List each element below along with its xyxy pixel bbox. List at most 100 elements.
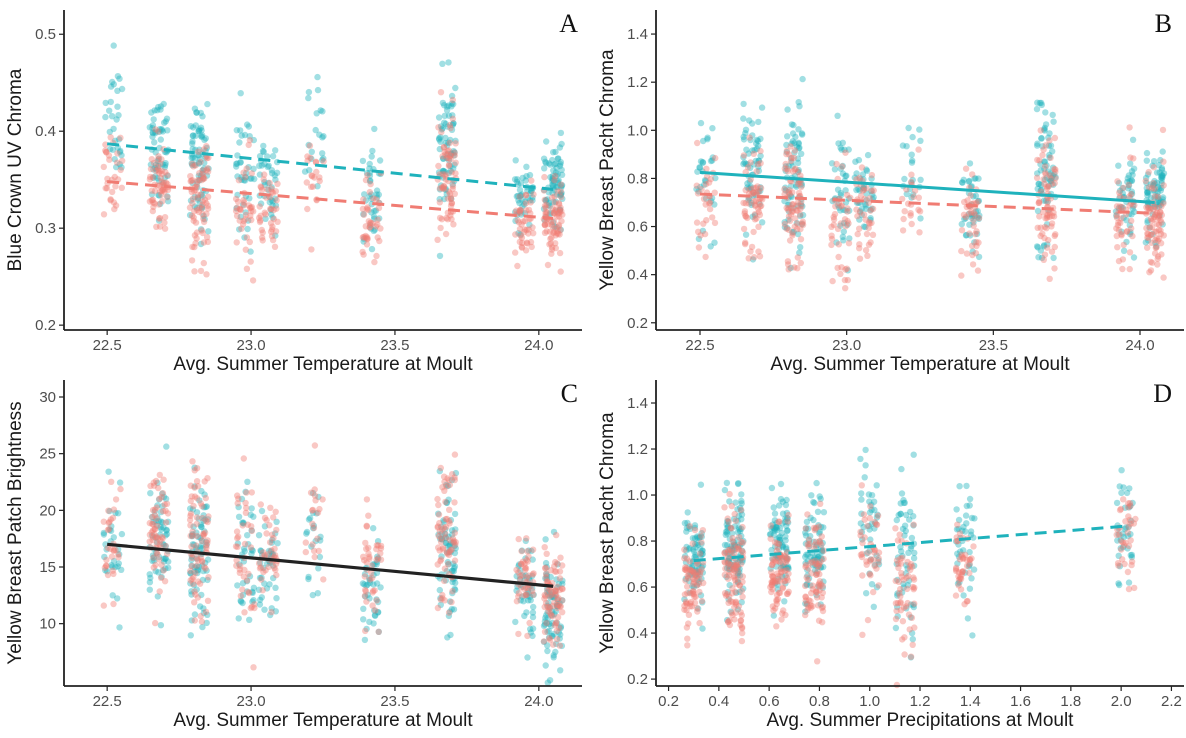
- data-point: [232, 207, 240, 215]
- data-point: [754, 183, 761, 190]
- data-point: [448, 169, 455, 176]
- data-point: [728, 530, 736, 537]
- data-point: [518, 547, 525, 555]
- data-point: [529, 572, 536, 580]
- data-point: [261, 181, 269, 188]
- data-point: [528, 177, 535, 184]
- data-point: [871, 562, 878, 569]
- data-point: [102, 147, 109, 154]
- data-point: [196, 177, 203, 184]
- data-point: [1126, 124, 1133, 131]
- data-point: [969, 248, 976, 255]
- data-point: [448, 567, 456, 574]
- data-point: [693, 219, 701, 226]
- data-point: [789, 208, 796, 215]
- data-point: [1035, 199, 1043, 206]
- data-point: [788, 140, 795, 147]
- data-point: [445, 147, 453, 154]
- data-point: [205, 165, 212, 172]
- data-point: [118, 85, 126, 93]
- data-point: [820, 524, 827, 531]
- data-point: [259, 552, 266, 559]
- data-point: [728, 548, 735, 555]
- data-point: [236, 226, 243, 233]
- data-point: [906, 516, 913, 523]
- data-point: [513, 587, 520, 594]
- data-point: [360, 251, 367, 258]
- data-point: [1153, 234, 1160, 242]
- data-point: [690, 570, 698, 578]
- data-point: [371, 587, 378, 594]
- data-point: [1046, 137, 1053, 144]
- data-point: [1051, 166, 1058, 173]
- data-point: [155, 153, 162, 160]
- data-point: [186, 516, 194, 524]
- data-point: [189, 145, 196, 153]
- data-point: [691, 569, 698, 577]
- data-point: [1143, 224, 1150, 232]
- data-point: [1158, 251, 1165, 258]
- data-point: [904, 582, 911, 589]
- data-point: [555, 221, 563, 229]
- data-point: [438, 128, 445, 136]
- data-point: [1048, 181, 1056, 188]
- data-point: [777, 539, 784, 546]
- data-point: [268, 205, 275, 212]
- data-point: [820, 547, 827, 554]
- data-point: [782, 515, 789, 522]
- data-point: [807, 559, 814, 567]
- data-point: [369, 589, 376, 596]
- data-point: [738, 599, 745, 606]
- data-point: [309, 507, 316, 514]
- data-point: [862, 205, 870, 212]
- data-point: [840, 219, 848, 227]
- data-point: [197, 124, 205, 131]
- data-point: [156, 128, 163, 135]
- data-point: [857, 455, 864, 463]
- data-point: [768, 578, 775, 586]
- data-point: [366, 178, 374, 185]
- trend-line-teal: [693, 524, 1127, 563]
- data-point: [834, 112, 841, 120]
- data-point: [728, 609, 735, 617]
- data-point: [110, 570, 117, 578]
- data-point: [969, 212, 976, 220]
- data-point: [546, 211, 554, 218]
- data-point: [447, 202, 455, 209]
- data-point: [557, 554, 564, 561]
- data-point: [737, 609, 744, 616]
- data-point: [552, 160, 559, 167]
- data-point: [784, 224, 791, 232]
- data-point: [684, 509, 691, 516]
- data-point: [445, 496, 452, 503]
- data-point: [1116, 483, 1123, 490]
- data-point: [722, 548, 729, 555]
- data-point: [256, 153, 264, 160]
- data-point: [198, 133, 206, 141]
- data-point: [194, 569, 201, 577]
- data-point: [1041, 165, 1048, 172]
- data-point: [195, 152, 203, 159]
- data-point: [736, 534, 743, 541]
- data-point: [100, 531, 108, 538]
- data-point: [1048, 220, 1056, 227]
- data-point: [805, 575, 813, 582]
- data-point: [739, 549, 747, 556]
- data-point: [870, 556, 877, 563]
- data-point: [191, 467, 198, 474]
- data-point: [756, 200, 763, 208]
- data-point: [189, 506, 197, 513]
- data-point: [148, 197, 155, 204]
- data-point: [844, 205, 851, 212]
- data-point: [855, 185, 862, 193]
- data-point: [370, 227, 377, 234]
- data-point: [441, 597, 448, 604]
- data-point: [1145, 204, 1152, 212]
- data-point: [807, 553, 814, 561]
- data-point: [810, 538, 817, 545]
- data-point: [309, 173, 316, 180]
- data-point: [693, 185, 700, 193]
- data-point: [542, 599, 550, 607]
- data-point: [873, 552, 880, 559]
